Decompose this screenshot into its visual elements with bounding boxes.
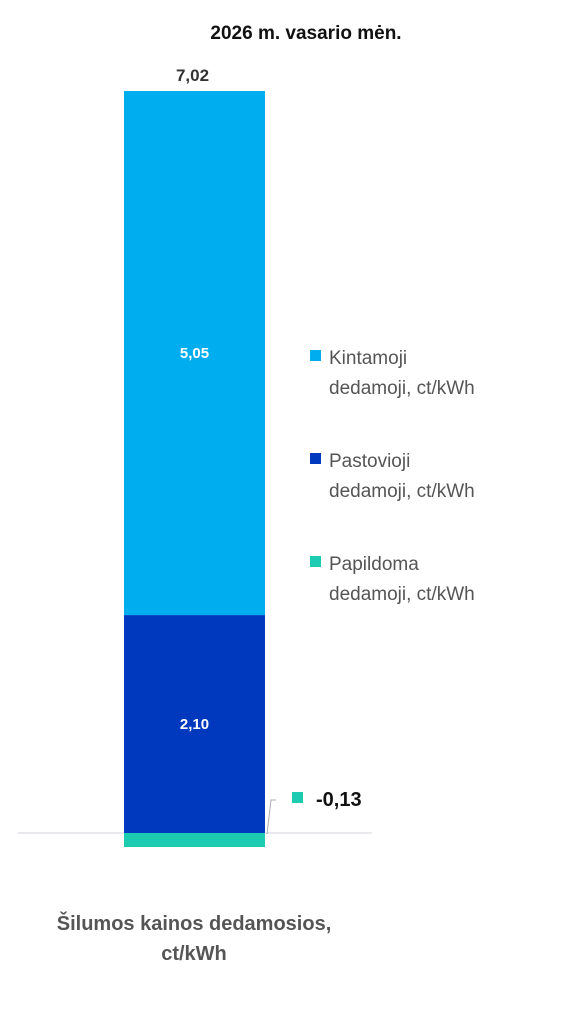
bar-segment-1	[124, 91, 265, 616]
data-label-1: 5,05	[180, 345, 209, 362]
legend: Kintamoji dedamoji, ct/kWh Pastovioji dedam…	[310, 348, 475, 605]
legend-label-3: Papildoma	[329, 554, 419, 575]
leader-line	[266, 799, 276, 835]
bars-layer	[124, 91, 265, 847]
data-label-2: 2,10	[180, 716, 209, 733]
bar-segment-3	[124, 833, 265, 847]
legend-swatch-2	[310, 453, 321, 464]
chart-title: 2026 m. vasario mėn.	[210, 23, 401, 44]
labels-layer: 2,10 5,05 7,02 -0,13	[176, 66, 362, 835]
legend-label-2: dedamoji, ct/kWh	[329, 481, 475, 502]
legend-label-3: dedamoji, ct/kWh	[329, 584, 475, 605]
data-label-3: -0,13	[316, 789, 362, 811]
total-label: 7,02	[176, 66, 209, 85]
legend-swatch-3	[310, 556, 321, 567]
legend-label-1: dedamoji, ct/kWh	[329, 378, 475, 399]
category-label-line: ct/kWh	[161, 943, 227, 965]
legend-label-1: Kintamoji	[329, 348, 407, 369]
category-label-line: Šilumos kainos dedamosios,	[57, 911, 332, 935]
legend-label-2: Pastovioji	[329, 451, 410, 472]
legend-swatch-1	[310, 350, 321, 361]
callout-marker	[292, 792, 303, 803]
category-axis-label: Šilumos kainos dedamosios, ct/kWh	[57, 911, 332, 965]
bar-segment-2	[124, 615, 265, 833]
